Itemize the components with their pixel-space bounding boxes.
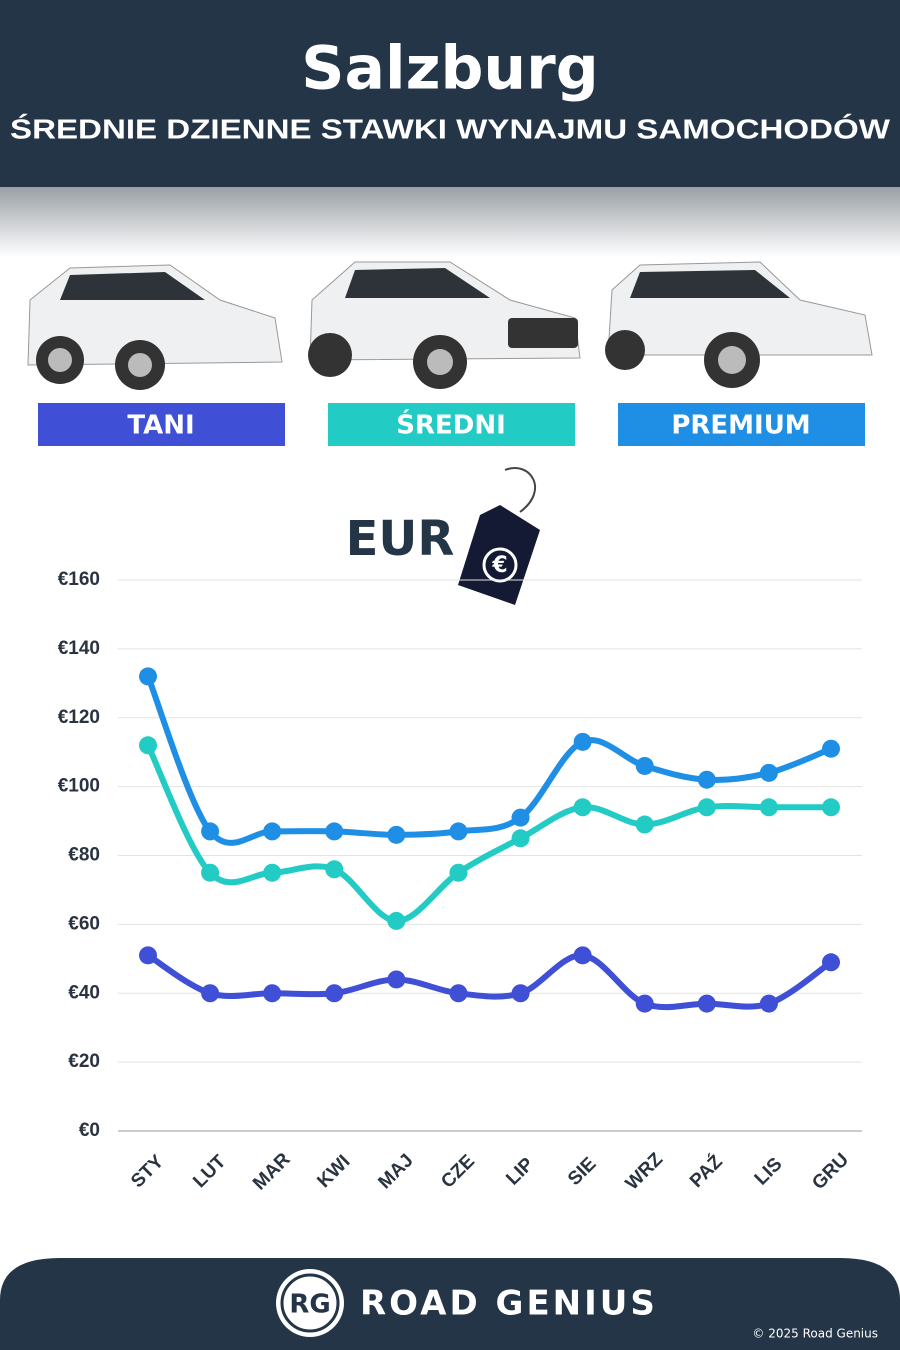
brand-name: ROAD GENIUS	[360, 1284, 658, 1324]
x-tick-label: PAŹ	[685, 1150, 727, 1192]
y-tick-label: €160	[58, 569, 100, 590]
footer-band	[0, 1258, 900, 1350]
header-shade	[0, 187, 900, 257]
x-tick-label: CZE	[437, 1151, 479, 1193]
y-tick-label: €120	[58, 707, 100, 728]
header-band	[0, 0, 900, 187]
y-tick-label: €140	[58, 638, 100, 659]
data-point	[449, 984, 468, 1003]
x-tick-label: WRZ	[622, 1149, 668, 1195]
data-point	[201, 822, 220, 841]
legend-box	[328, 403, 575, 446]
data-point	[822, 798, 840, 817]
x-tick-label: GRU	[808, 1149, 853, 1194]
data-point	[263, 984, 282, 1003]
y-tick-label: €100	[58, 776, 100, 797]
data-point	[822, 953, 840, 972]
x-tick-label: LIP	[502, 1154, 538, 1190]
data-point	[139, 736, 157, 755]
data-point	[759, 994, 778, 1013]
data-point	[759, 763, 778, 782]
data-point	[325, 984, 344, 1003]
x-tick-label: MAR	[249, 1149, 295, 1195]
data-point	[635, 994, 654, 1013]
series-line	[145, 743, 831, 924]
y-tick-label: €40	[68, 982, 100, 1003]
data-point	[325, 822, 344, 841]
data-point	[697, 994, 716, 1013]
y-tick-label: €80	[68, 845, 100, 866]
copyright: © 2025 Road Genius	[752, 1327, 878, 1341]
data-point	[387, 825, 406, 844]
data-point	[635, 756, 654, 775]
series-line	[146, 952, 833, 1011]
data-point	[511, 808, 530, 827]
line-chart: TANI ŚREDNI PREMIUM €0 €20 €40 €60 €80 €100 €120 €…	[38, 403, 865, 1194]
currency-label: EUR	[346, 511, 455, 567]
data-point	[573, 732, 592, 751]
data-point	[822, 739, 840, 758]
data-point	[139, 946, 157, 965]
data-point	[573, 946, 592, 965]
data-point	[573, 798, 592, 817]
legend-label: ŚREDNI	[396, 409, 506, 441]
data-point	[635, 815, 654, 834]
data-point	[387, 911, 406, 930]
svg-text:€: €	[491, 553, 507, 578]
data-point	[449, 863, 468, 882]
legend-box	[38, 403, 285, 446]
data-point	[759, 798, 778, 817]
data-point	[697, 770, 716, 789]
data-point	[139, 667, 157, 686]
car-economy	[27, 264, 283, 390]
y-tick-label: €60	[68, 913, 100, 934]
data-point	[325, 860, 344, 879]
legend-label: TANI	[127, 411, 194, 441]
data-point	[449, 822, 468, 841]
legend-box	[618, 403, 865, 446]
x-tick-label: KWI	[313, 1151, 354, 1192]
data-point	[263, 822, 282, 841]
price-tag-icon: €	[458, 467, 540, 605]
car-midsize	[308, 261, 581, 389]
subtitle: ŚREDNIE DZIENNE STAWKI WYNAJMU SAMOCHODÓ…	[10, 113, 891, 144]
data-point	[263, 863, 282, 882]
data-point	[697, 798, 716, 817]
data-point	[201, 984, 220, 1003]
series-line	[145, 675, 833, 846]
x-tick-label: LUT	[189, 1151, 230, 1192]
car-premium	[605, 261, 873, 388]
x-tick-label: MAJ	[374, 1150, 417, 1193]
data-point	[511, 984, 530, 1003]
title: Salzburg	[301, 34, 598, 104]
legend-label: PREMIUM	[671, 411, 810, 441]
logo-text: RG	[289, 1290, 330, 1320]
data-point	[201, 863, 220, 882]
y-tick-label: €20	[68, 1051, 100, 1072]
data-point	[387, 970, 406, 989]
logo-badge	[276, 1269, 344, 1337]
x-tick-label: STY	[127, 1151, 168, 1192]
y-tick-label: €0	[79, 1120, 100, 1141]
x-tick-label: SIE	[564, 1153, 601, 1190]
logo-ring	[280, 1273, 340, 1333]
data-point	[511, 829, 530, 848]
x-tick-label: LIS	[751, 1154, 787, 1190]
